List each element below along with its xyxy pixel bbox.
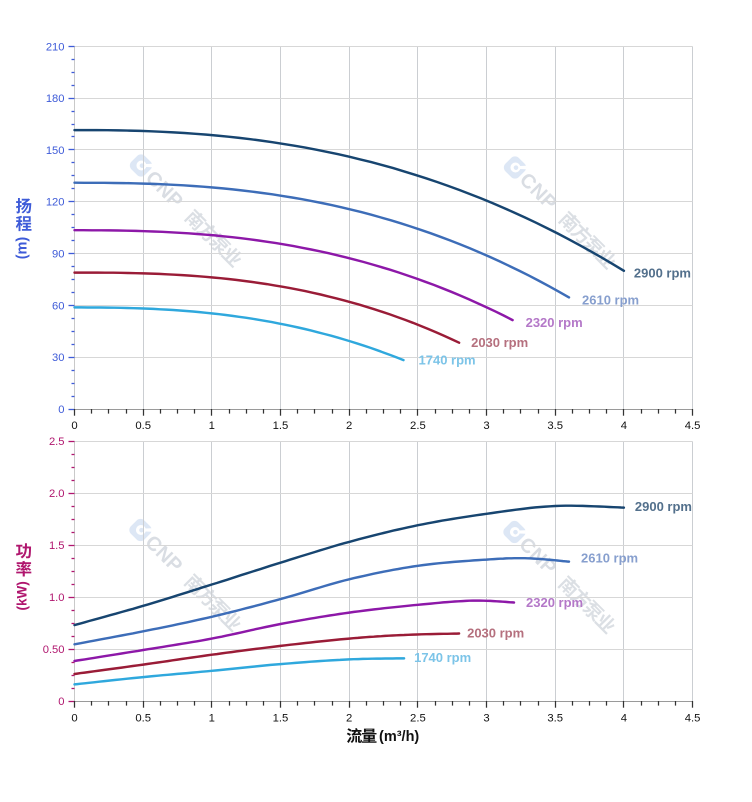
svg-text:0: 0 bbox=[58, 696, 64, 708]
svg-text:2610 rpm: 2610 rpm bbox=[581, 551, 638, 566]
svg-text:3: 3 bbox=[483, 712, 489, 724]
svg-text:2900 rpm: 2900 rpm bbox=[634, 265, 691, 280]
svg-text:2900 rpm: 2900 rpm bbox=[635, 499, 692, 514]
svg-text:1: 1 bbox=[209, 712, 215, 724]
svg-text:1.5: 1.5 bbox=[49, 540, 65, 552]
svg-text:1: 1 bbox=[209, 420, 215, 432]
svg-text:1.5: 1.5 bbox=[273, 420, 289, 432]
svg-text:4.5: 4.5 bbox=[685, 712, 701, 724]
svg-text:2610 rpm: 2610 rpm bbox=[582, 292, 639, 307]
svg-text:2.0: 2.0 bbox=[49, 488, 65, 500]
svg-text:4: 4 bbox=[621, 712, 627, 724]
svg-text:3: 3 bbox=[483, 420, 489, 432]
svg-text:1.5: 1.5 bbox=[273, 712, 289, 724]
svg-text:(m³/h): (m³/h) bbox=[379, 729, 419, 745]
svg-text:(m): (m) bbox=[14, 237, 30, 260]
svg-text:90: 90 bbox=[52, 249, 64, 261]
svg-text:2030 rpm: 2030 rpm bbox=[471, 335, 528, 350]
svg-text:1.0: 1.0 bbox=[49, 592, 65, 604]
svg-text:150: 150 bbox=[46, 145, 65, 157]
svg-text:4.5: 4.5 bbox=[685, 420, 701, 432]
svg-text:3.5: 3.5 bbox=[547, 712, 563, 724]
svg-text:0: 0 bbox=[58, 404, 64, 416]
svg-text:2320 rpm: 2320 rpm bbox=[526, 315, 583, 330]
svg-text:2.5: 2.5 bbox=[410, 420, 426, 432]
svg-text:0.5: 0.5 bbox=[135, 712, 151, 724]
svg-text:0: 0 bbox=[71, 712, 77, 724]
svg-text:(kW): (kW) bbox=[14, 581, 29, 610]
svg-text:0: 0 bbox=[71, 420, 77, 432]
svg-text:1740 rpm: 1740 rpm bbox=[419, 353, 476, 368]
svg-text:60: 60 bbox=[52, 300, 64, 312]
svg-text:1740 rpm: 1740 rpm bbox=[414, 650, 471, 665]
svg-text:4: 4 bbox=[621, 420, 627, 432]
svg-text:210: 210 bbox=[46, 41, 65, 53]
svg-text:3.5: 3.5 bbox=[547, 420, 563, 432]
svg-text:180: 180 bbox=[46, 93, 65, 105]
svg-text:2: 2 bbox=[346, 420, 352, 432]
svg-text:0.50: 0.50 bbox=[43, 644, 65, 656]
svg-text:0.5: 0.5 bbox=[135, 420, 151, 432]
svg-text:2030 rpm: 2030 rpm bbox=[467, 626, 524, 641]
svg-text:2.5: 2.5 bbox=[49, 436, 65, 448]
svg-text:2320 rpm: 2320 rpm bbox=[526, 595, 583, 610]
svg-text:30: 30 bbox=[52, 352, 64, 364]
svg-text:2: 2 bbox=[346, 712, 352, 724]
svg-text:120: 120 bbox=[46, 197, 65, 209]
svg-text:2.5: 2.5 bbox=[410, 712, 426, 724]
